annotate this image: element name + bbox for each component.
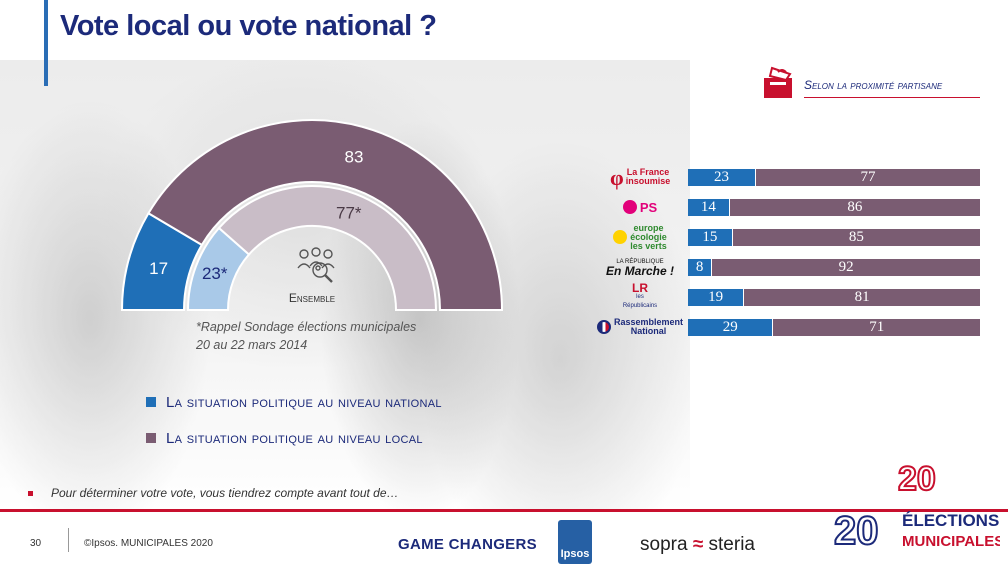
bar-row-rn: Rassemblement National 29 71 — [596, 312, 986, 342]
sopra-text: sopra — [640, 534, 688, 555]
bar-row-lr: LR les Républicains 19 81 — [596, 282, 986, 312]
bar-lrem: 8 92 — [688, 259, 980, 276]
page-number: 30 — [30, 538, 42, 549]
bar-eelv-local-segment: 85 — [731, 229, 980, 246]
logo-lfi: φ La France insoumise — [610, 164, 671, 190]
bar-ps: 14 86 — [688, 199, 980, 216]
page-title: Vote local ou vote national ? — [60, 10, 437, 42]
logo-lr-line-2: Républicains — [622, 302, 658, 309]
bar-lr: 19 81 — [688, 289, 980, 306]
donut-center-label: Ensemble — [289, 291, 335, 305]
donut-inner-slice-1 — [217, 185, 438, 311]
legend-item-national: La situation politique au niveau nationa… — [146, 384, 442, 420]
sopra-mark-icon: ≈ — [692, 534, 704, 555]
legend-swatch-national — [146, 397, 156, 407]
bar-rn: 29 71 — [688, 319, 980, 336]
legend-item-local: La situation politique au niveau local — [146, 420, 442, 456]
logo-lrem-line-1: LA RÉPUBLIQUE — [616, 259, 664, 265]
donut-outer-label-1: 83 — [344, 148, 363, 167]
footer-separator — [68, 528, 69, 552]
bar-row-lfi: φ La France insoumise 23 77 — [596, 162, 986, 192]
em-municipales: MUNICIPALES — [902, 533, 1000, 550]
logo-eelv-line-1: europe — [633, 222, 664, 233]
logo-eelv-line-3: les verts — [630, 240, 667, 251]
logo-lrem-line-2: En Marche ! — [605, 264, 674, 278]
logo-lfi-line-2: insoumise — [625, 176, 671, 186]
bar-row-ps: PS 14 86 — [596, 192, 986, 222]
legend-label-national: La situation politique au niveau nationa… — [166, 393, 442, 411]
ballot-box-icon — [764, 66, 792, 98]
elections-municipales-logo: 20 20 ÉLECTIONS MUNICIPALES — [833, 462, 1000, 554]
game-changers-logo: GAME CHANGERS — [398, 536, 537, 553]
logo-lrem: LA RÉPUBLIQUE En Marche ! — [596, 252, 684, 282]
bar-row-eelv: europe écologie les verts 15 85 — [596, 222, 986, 252]
logo-eelv: europe écologie les verts — [596, 222, 684, 252]
question-label: Pour déterminer votre vote, vous tiendre… — [51, 486, 399, 500]
bar-eelv: 15 85 — [688, 229, 980, 246]
subtitle: Selon la proximité partisane — [804, 78, 943, 92]
legend-swatch-local — [146, 433, 156, 443]
ipsos-logo: Ipsos — [558, 520, 592, 564]
bar-rn-local-segment: 71 — [772, 319, 980, 336]
rappel-line-2: 20 au 22 mars 2014 — [196, 338, 308, 352]
logo-rn: Rassemblement National — [596, 312, 684, 342]
rappel-line-1: *Rappel Sondage élections municipales — [196, 320, 417, 334]
rappel-note: *Rappel Sondage élections municipales 20… — [196, 318, 416, 354]
bar-ps-national-segment: 14 — [688, 199, 729, 216]
logo-rn-line-2: National — [630, 326, 667, 336]
logo-ps-text: PS — [639, 199, 658, 215]
em-year-top: 20 — [898, 462, 936, 498]
bar-ps-local-segment: 86 — [728, 199, 980, 216]
logo-eelv-line-2: écologie — [630, 231, 667, 242]
logo-ps: PS — [596, 192, 684, 222]
legend-label-local: La situation politique au niveau local — [166, 429, 423, 447]
bar-rn-national-segment: 29 — [688, 319, 773, 336]
bar-lfi: 23 77 — [688, 169, 980, 186]
bar-lrem-national-segment: 8 — [688, 259, 712, 276]
logo-lr-line-1: les — [636, 293, 644, 300]
em-elections: ÉLECTIONS — [902, 511, 999, 530]
legend: La situation politique au niveau nationa… — [146, 384, 442, 456]
bar-row-lrem: LA RÉPUBLIQUE En Marche ! 8 92 — [596, 252, 986, 282]
donut-outer-slice-1 — [147, 119, 504, 311]
logo-lr: LR les Républicains — [596, 282, 684, 312]
donut-inner-label-1: 77* — [336, 204, 362, 223]
logo-rn-line-1: Rassemblement — [613, 317, 684, 327]
bar-lr-local-segment: 81 — [743, 289, 980, 306]
bar-lfi-national-segment: 23 — [688, 169, 755, 186]
bar-lrem-local-segment: 92 — [711, 259, 980, 276]
logo-lr-mark: LR — [632, 280, 648, 295]
question-text: Pour déterminer votre vote, vous tiendre… — [28, 486, 399, 500]
footer-copyright: ©Ipsos. MUNICIPALES 2020 — [84, 538, 213, 549]
people-icon — [297, 247, 335, 283]
sopra-steria-logo: sopra ≈ steria — [640, 534, 755, 556]
donut-outer-label-0: 17 — [149, 259, 168, 278]
logo-lfi-line-1: La France — [626, 167, 670, 177]
bar-lr-national-segment: 19 — [688, 289, 744, 306]
title-accent-bar — [44, 0, 48, 86]
steria-text: steria — [708, 534, 755, 555]
subtitle-underline — [804, 97, 980, 98]
party-bar-chart: φ La France insoumise 23 77 PS 14 86 europe… — [596, 162, 986, 342]
subtitle-block: Selon la proximité partisane — [760, 64, 980, 100]
footer-rule — [0, 509, 1008, 512]
half-donut-chart: 17 83 23* 77* Ensemble — [120, 119, 504, 311]
question-bullet — [28, 491, 33, 497]
em-year-left: 20 — [834, 509, 879, 553]
donut-inner-label-0: 23* — [202, 264, 228, 283]
bar-lfi-local-segment: 77 — [754, 169, 980, 186]
bar-eelv-national-segment: 15 — [688, 229, 732, 246]
